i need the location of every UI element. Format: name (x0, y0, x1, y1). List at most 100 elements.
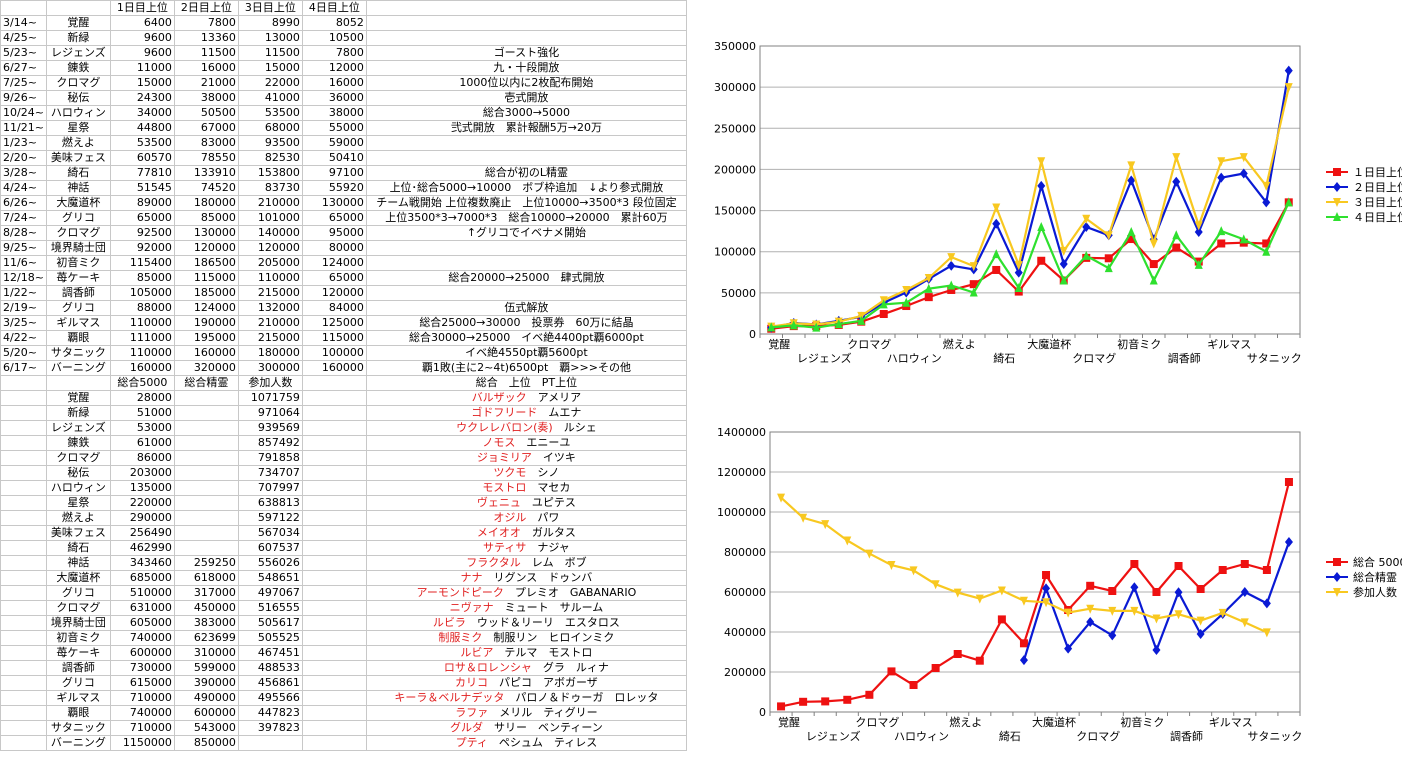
day3-cell[interactable]: 132000 (237, 300, 303, 316)
day3-cell[interactable]: 300000 (237, 360, 303, 376)
total-spirit-cell[interactable]: 600000 (173, 705, 239, 721)
participants-cell[interactable]: 505617 (237, 615, 303, 631)
note-cell[interactable]: ゴースト強化 (365, 45, 687, 61)
empty-cell[interactable] (0, 390, 47, 406)
day1-cell[interactable]: 89000 (109, 195, 175, 211)
total5000-cell[interactable]: 51000 (109, 405, 175, 421)
day2-cell[interactable]: 7800 (173, 15, 239, 31)
date-cell[interactable]: 3/28~ (0, 165, 47, 181)
total5000-cell[interactable]: 86000 (109, 450, 175, 466)
empty-cell[interactable] (301, 570, 367, 586)
day1-cell[interactable]: 60570 (109, 150, 175, 166)
empty-cell[interactable] (0, 480, 47, 496)
total5000-cell[interactable]: 203000 (109, 465, 175, 481)
note-cell[interactable]: 覇1敗(主に2~4t)6500pt 覇>>>その他 (365, 360, 687, 376)
date-cell[interactable]: 10/24~ (0, 105, 47, 121)
day3-cell[interactable]: 101000 (237, 210, 303, 226)
total-spirit-cell[interactable]: 623699 (173, 630, 239, 646)
empty-cell[interactable] (0, 540, 47, 556)
day1-cell[interactable]: 15000 (109, 75, 175, 91)
rewards-cell[interactable]: カリコ パピコ アボガーザ (365, 675, 687, 691)
event-name-cell[interactable]: 新緑 (45, 405, 111, 421)
day2-cell[interactable]: 186500 (173, 255, 239, 271)
day3-cell[interactable]: 210000 (237, 195, 303, 211)
date-cell[interactable]: 6/17~ (0, 360, 47, 376)
note-cell[interactable]: イベ絶4550pt覇5600pt (365, 345, 687, 361)
total-spirit-cell[interactable] (173, 465, 239, 481)
participants-cell[interactable]: 1071759 (237, 390, 303, 406)
total-spirit-cell[interactable]: 850000 (173, 735, 239, 751)
event-name-cell[interactable]: 綺石 (45, 165, 111, 181)
empty-cell[interactable] (0, 570, 47, 586)
event-name-cell[interactable]: バーニング (45, 360, 111, 376)
total-spirit-cell[interactable]: 310000 (173, 645, 239, 661)
day1-cell[interactable]: 34000 (109, 105, 175, 121)
total-spirit-cell[interactable] (173, 540, 239, 556)
participants-cell[interactable]: 456861 (237, 675, 303, 691)
day3-cell[interactable]: 153800 (237, 165, 303, 181)
day1-cell[interactable]: 115400 (109, 255, 175, 271)
rewards-cell[interactable]: モストロ マセカ (365, 480, 687, 496)
note-cell[interactable]: チーム戦開始 上位複数廃止 上位10000→3500*3 段位固定 (365, 195, 687, 211)
total-spirit-cell[interactable]: 383000 (173, 615, 239, 631)
participants-cell[interactable]: 556026 (237, 555, 303, 571)
top-header-cell[interactable]: 2日目上位 (173, 0, 239, 16)
participants-cell[interactable]: 567034 (237, 525, 303, 541)
event-name-cell[interactable]: 星祭 (45, 495, 111, 511)
day4-cell[interactable]: 65000 (301, 210, 367, 226)
day2-cell[interactable]: 160000 (173, 345, 239, 361)
rewards-cell[interactable]: ルビラ ウッド＆リーリ エスタロス (365, 615, 687, 631)
empty-cell[interactable] (0, 705, 47, 721)
rewards-cell[interactable]: プティ ペシュム ティレス (365, 735, 687, 751)
rewards-cell[interactable]: ナナ リグンス ドゥンバ (365, 570, 687, 586)
total-spirit-cell[interactable] (173, 435, 239, 451)
participants-cell[interactable]: 971064 (237, 405, 303, 421)
rewards-cell[interactable]: ウクレレバロン(奏) ルシェ (365, 420, 687, 436)
rewards-cell[interactable]: フラクタル レム ボブ (365, 555, 687, 571)
day4-cell[interactable]: 16000 (301, 75, 367, 91)
note-cell[interactable]: 総合25000→30000 投票券 60万に結晶 (365, 315, 687, 331)
participants-cell[interactable] (237, 735, 303, 751)
day4-cell[interactable]: 7800 (301, 45, 367, 61)
participants-cell[interactable]: 447823 (237, 705, 303, 721)
rewards-cell[interactable]: ロサ＆ロレンシャ グラ ルィナ (365, 660, 687, 676)
event-name-cell[interactable]: 大魔道杯 (45, 570, 111, 586)
note-cell[interactable]: 総合20000→25000 肆式開放 (365, 270, 687, 286)
top-header-cell[interactable]: 1日目上位 (109, 0, 175, 16)
day1-cell[interactable]: 9600 (109, 30, 175, 46)
day2-cell[interactable]: 11500 (173, 45, 239, 61)
day3-cell[interactable]: 215000 (237, 330, 303, 346)
date-cell[interactable]: 7/25~ (0, 75, 47, 91)
day4-cell[interactable]: 84000 (301, 300, 367, 316)
event-name-cell[interactable]: 覚醒 (45, 390, 111, 406)
event-name-cell[interactable]: クロマグ (45, 600, 111, 616)
empty-cell[interactable] (301, 615, 367, 631)
rewards-cell[interactable]: ヴェニュ ユピテス (365, 495, 687, 511)
note-cell[interactable]: 総合が初のL精霊 (365, 165, 687, 181)
total-spirit-cell[interactable]: 259250 (173, 555, 239, 571)
empty-cell[interactable] (301, 555, 367, 571)
event-name-cell[interactable]: 美味フェス (45, 150, 111, 166)
day4-cell[interactable]: 80000 (301, 240, 367, 256)
date-cell[interactable]: 9/25~ (0, 240, 47, 256)
empty-cell[interactable] (301, 660, 367, 676)
note-cell[interactable] (365, 285, 687, 301)
empty-cell[interactable] (0, 675, 47, 691)
day4-cell[interactable]: 10500 (301, 30, 367, 46)
day4-cell[interactable]: 8052 (301, 15, 367, 31)
day2-cell[interactable]: 74520 (173, 180, 239, 196)
day4-cell[interactable]: 97100 (301, 165, 367, 181)
day3-cell[interactable]: 210000 (237, 315, 303, 331)
date-cell[interactable]: 8/28~ (0, 225, 47, 241)
total5000-cell[interactable]: 61000 (109, 435, 175, 451)
day3-cell[interactable]: 53500 (237, 105, 303, 121)
event-name-cell[interactable]: ギルマス (45, 690, 111, 706)
top-header-cell[interactable] (45, 0, 111, 16)
day1-cell[interactable]: 6400 (109, 15, 175, 31)
day2-cell[interactable]: 38000 (173, 90, 239, 106)
top-header-cell[interactable] (365, 0, 687, 16)
total5000-cell[interactable]: 740000 (109, 705, 175, 721)
event-name-cell[interactable]: 綺石 (45, 540, 111, 556)
top-header-cell[interactable]: 4日目上位 (301, 0, 367, 16)
rewards-cell[interactable]: サティサ ナジャ (365, 540, 687, 556)
